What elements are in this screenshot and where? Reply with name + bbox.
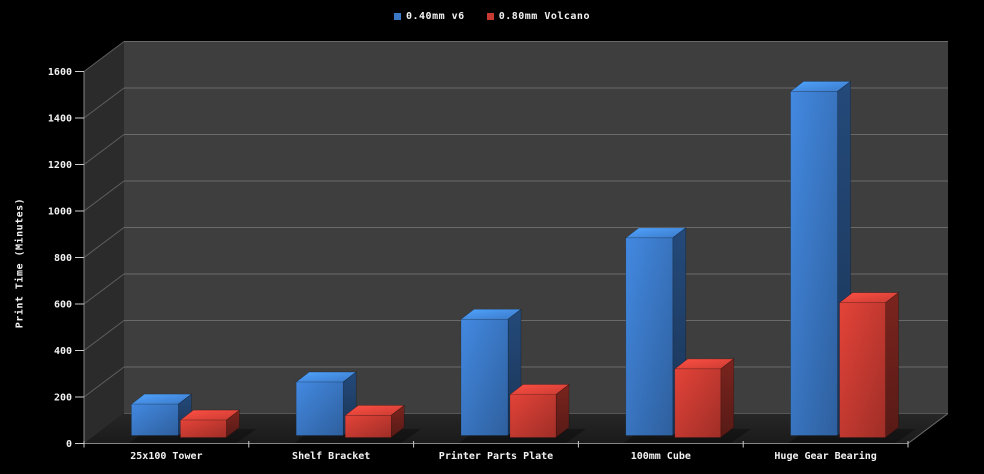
y-tick-label: 600 [54,300,72,311]
bar-s1-c0 [180,419,227,438]
bar-s0-c3 [625,237,674,436]
bar-s1-c3 [674,368,722,438]
side-gridline [83,180,125,212]
y-axis-title: Print Time (Minutes) [14,197,26,329]
y-tick-label: 0 [66,439,72,450]
side-gridline [83,273,125,305]
category-label: Printer Parts Plate [439,450,553,462]
side-gridline [83,41,125,72]
y-tick-label: 1600 [48,67,72,78]
category-label: Shelf Bracket [292,451,370,462]
legend-swatch-blue-icon [394,12,401,20]
legend: 0.40mm v6 0.80mm Volcano [0,8,984,24]
category-label: Huge Gear Bearing [774,450,876,462]
y-tick-label: 1000 [48,207,72,218]
legend-item-040mm-v6: 0.40mm v6 [394,11,465,22]
legend-label: 0.80mm Volcano [498,10,590,22]
bar-s1-c1 [344,415,392,438]
category-label: 25x100 Tower [130,451,202,462]
category-label: 100mm Cube [631,451,691,462]
bar-s0-c1 [295,381,344,436]
bar-s1-c2 [509,394,557,438]
bar-side-s1-c3 [720,358,735,439]
y-tick-label: 1400 [48,114,72,125]
bar-s0-c4 [790,91,838,436]
bar-s0-c2 [460,318,509,436]
floor-right-edge [907,413,949,444]
legend-label: 0.40mm v6 [406,10,465,22]
y-tick-label: 800 [54,253,72,264]
y-tick-label: 200 [54,393,72,404]
side-gridline [83,227,125,258]
side-gridline [83,134,125,165]
side-gridline [83,320,125,351]
side-gridline [83,87,125,119]
legend-swatch-red-icon [486,12,494,20]
y-tick-label: 1200 [48,160,72,171]
bar-s0-c0 [131,403,179,436]
y-tick-label: 400 [54,346,72,357]
side-gridline [83,366,125,398]
bar-side-s1-c4 [885,292,899,439]
bar-s1-c4 [839,302,886,438]
legend-item-080mm-volcano: 0.80mm Volcano [486,10,590,22]
